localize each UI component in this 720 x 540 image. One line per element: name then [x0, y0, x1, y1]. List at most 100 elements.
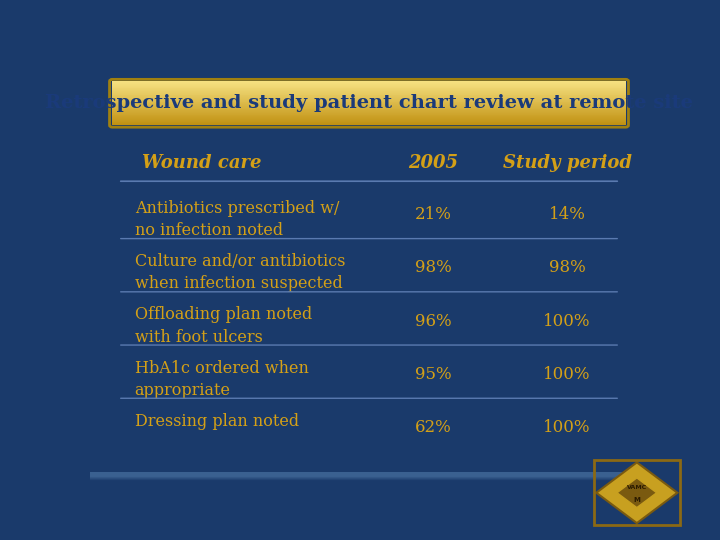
- Bar: [112, 98, 626, 99]
- Bar: [90, 476, 648, 480]
- Bar: [90, 474, 648, 478]
- Bar: [90, 476, 648, 480]
- Bar: [90, 472, 648, 477]
- Bar: [112, 122, 626, 123]
- Bar: [90, 472, 648, 477]
- Bar: [90, 475, 648, 478]
- Bar: [90, 476, 648, 480]
- Bar: [112, 86, 626, 87]
- Bar: [90, 472, 648, 477]
- Bar: [90, 474, 648, 478]
- Bar: [90, 474, 648, 478]
- Text: 14%: 14%: [549, 206, 585, 223]
- Bar: [90, 476, 648, 481]
- Bar: [90, 474, 648, 478]
- Bar: [90, 473, 648, 477]
- Bar: [90, 474, 648, 478]
- Bar: [90, 476, 648, 480]
- Bar: [90, 474, 648, 478]
- Bar: [90, 474, 648, 478]
- Bar: [90, 474, 648, 478]
- Bar: [90, 472, 648, 477]
- Bar: [90, 474, 648, 478]
- Bar: [90, 475, 648, 478]
- Bar: [112, 116, 626, 117]
- Bar: [90, 475, 648, 479]
- Bar: [112, 118, 626, 119]
- Bar: [90, 476, 648, 481]
- Bar: [112, 106, 626, 107]
- Bar: [112, 91, 626, 92]
- Text: Study period: Study period: [503, 153, 631, 172]
- Bar: [90, 472, 648, 476]
- Bar: [90, 475, 648, 479]
- Bar: [90, 473, 648, 477]
- Bar: [112, 89, 626, 90]
- Bar: [90, 475, 648, 480]
- Bar: [90, 474, 648, 478]
- Bar: [112, 84, 626, 85]
- Bar: [90, 476, 648, 481]
- Bar: [90, 474, 648, 477]
- Text: Offloading plan noted
with foot ulcers: Offloading plan noted with foot ulcers: [135, 306, 312, 346]
- Polygon shape: [596, 462, 678, 523]
- Bar: [90, 474, 648, 478]
- Bar: [90, 474, 648, 478]
- Text: 96%: 96%: [415, 313, 451, 329]
- Bar: [112, 99, 626, 100]
- Bar: [90, 476, 648, 480]
- Bar: [112, 100, 626, 102]
- Bar: [90, 475, 648, 479]
- Bar: [90, 474, 648, 478]
- Bar: [90, 473, 648, 477]
- Bar: [90, 475, 648, 479]
- Bar: [112, 85, 626, 86]
- Bar: [90, 472, 648, 477]
- Bar: [90, 475, 648, 478]
- Bar: [112, 111, 626, 112]
- Text: 21%: 21%: [415, 206, 451, 223]
- Text: 95%: 95%: [415, 366, 451, 383]
- Bar: [90, 474, 648, 477]
- Bar: [90, 473, 648, 477]
- Bar: [90, 475, 648, 479]
- Bar: [90, 475, 648, 480]
- Bar: [90, 476, 648, 481]
- Bar: [90, 472, 648, 476]
- Bar: [90, 473, 648, 477]
- Bar: [90, 475, 648, 479]
- Bar: [90, 476, 648, 480]
- Text: 98%: 98%: [549, 259, 585, 276]
- Bar: [90, 475, 648, 479]
- Text: 62%: 62%: [415, 419, 451, 436]
- Bar: [90, 476, 648, 480]
- Bar: [90, 476, 648, 481]
- Bar: [90, 473, 648, 477]
- Bar: [112, 96, 626, 97]
- Bar: [90, 474, 648, 478]
- Bar: [112, 104, 626, 105]
- Text: 100%: 100%: [544, 419, 591, 436]
- Text: Antibiotics prescribed w/
no infection noted: Antibiotics prescribed w/ no infection n…: [135, 200, 339, 239]
- Bar: [112, 82, 626, 83]
- Bar: [112, 92, 626, 93]
- Text: VAMC: VAMC: [626, 485, 647, 490]
- Bar: [112, 117, 626, 118]
- Bar: [90, 476, 648, 480]
- Bar: [90, 476, 648, 480]
- Bar: [90, 472, 648, 477]
- Bar: [90, 472, 648, 477]
- Bar: [90, 473, 648, 477]
- Bar: [90, 472, 648, 477]
- Bar: [90, 474, 648, 477]
- Bar: [112, 120, 626, 121]
- Bar: [90, 473, 648, 477]
- Bar: [90, 474, 648, 477]
- Bar: [90, 474, 648, 478]
- Bar: [90, 475, 648, 479]
- Bar: [90, 475, 648, 478]
- Bar: [90, 476, 648, 480]
- Bar: [90, 475, 648, 479]
- Bar: [90, 475, 648, 480]
- Text: 2005: 2005: [408, 153, 458, 172]
